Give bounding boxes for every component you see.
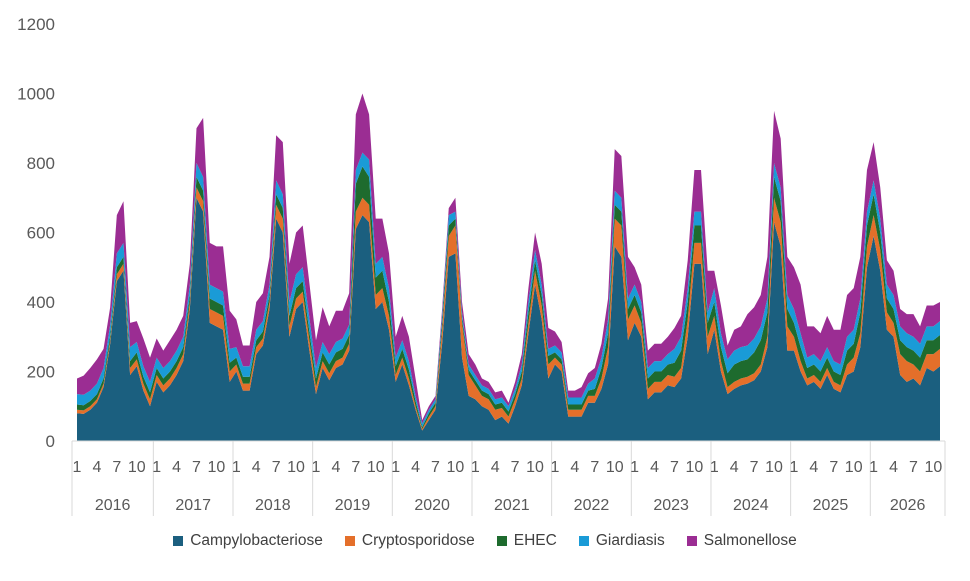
- x-month-tick-label: 4: [331, 459, 340, 476]
- x-month-tick-label: 7: [670, 459, 679, 476]
- x-month-tick-label: 4: [730, 459, 739, 476]
- x-month-tick-label: 7: [112, 459, 121, 476]
- x-month-tick-label: 1: [152, 459, 161, 476]
- x-month-tick-label: 7: [829, 459, 838, 476]
- x-year-label: 2026: [890, 497, 926, 514]
- legend-item: Salmonellose: [686, 532, 797, 550]
- x-month-tick-label: 1: [630, 459, 639, 476]
- legend-swatch: [686, 536, 697, 546]
- x-month-tick-label: 4: [570, 459, 579, 476]
- x-month-tick-label: 1: [790, 459, 799, 476]
- x-year-label: 2021: [494, 497, 530, 514]
- x-month-tick-label: 1: [551, 459, 560, 476]
- x-year-label: 2022: [574, 497, 610, 514]
- legend-label: Cryptosporidose: [361, 532, 475, 549]
- x-month-tick-label: 4: [491, 459, 500, 476]
- x-month-tick-label: 1: [73, 459, 82, 476]
- x-month-tick-label: 4: [411, 459, 420, 476]
- x-year-label: 2019: [335, 497, 371, 514]
- x-month-tick-label: 10: [765, 459, 783, 476]
- areas-layer: [77, 93, 940, 441]
- x-month-tick-label: 10: [128, 459, 146, 476]
- x-month-tick-label: 7: [909, 459, 918, 476]
- x-month-tick-label: 1: [391, 459, 400, 476]
- x-month-tick-label: 10: [685, 459, 703, 476]
- legend-label: Campylobacteriose: [190, 532, 323, 549]
- x-month-tick-label: 10: [845, 459, 863, 476]
- x-year-label: 2016: [95, 497, 131, 514]
- legend-swatch: [344, 536, 355, 546]
- legend-item: Cryptosporidose: [344, 532, 475, 550]
- x-month-tick-label: 7: [351, 459, 360, 476]
- x-year-label: 2017: [175, 497, 211, 514]
- y-tick-label: 1200: [17, 15, 55, 34]
- y-tick-label: 800: [27, 154, 55, 173]
- x-month-tick-label: 7: [431, 459, 440, 476]
- x-year-label: 2024: [733, 497, 769, 514]
- x-year-label: 2025: [813, 497, 849, 514]
- legend-label: Salmonellose: [703, 532, 797, 549]
- x-month-tick-label: 10: [287, 459, 305, 476]
- legend-item: Giardiasis: [578, 532, 665, 550]
- x-month-tick-label: 4: [92, 459, 101, 476]
- legend-item: Campylobacteriose: [173, 532, 323, 550]
- x-month-tick-label: 10: [446, 459, 464, 476]
- x-month-tick-label: 10: [526, 459, 544, 476]
- axes-layer: [71, 440, 946, 516]
- y-tick-label: 600: [27, 224, 55, 243]
- x-month-tick-label: 10: [924, 459, 942, 476]
- x-month-tick-label: 1: [710, 459, 719, 476]
- legend-swatch: [578, 536, 589, 546]
- area-series-salmonellose: [77, 93, 940, 424]
- area-series-giardiasis: [77, 152, 940, 428]
- x-month-tick-label: 7: [750, 459, 759, 476]
- x-month-tick-label: 4: [252, 459, 261, 476]
- legend-swatch: [496, 536, 507, 546]
- x-month-tick-label: 1: [471, 459, 480, 476]
- legend-swatch: [173, 536, 184, 546]
- x-month-tick-label: 4: [889, 459, 898, 476]
- legend: Campylobacteriose Cryptosporidose EHEC Giar…: [0, 532, 970, 551]
- x-month-tick-label: 4: [172, 459, 181, 476]
- x-year-label: 2018: [255, 497, 291, 514]
- y-tick-label: 400: [27, 293, 55, 312]
- x-month-tick-label: 7: [192, 459, 201, 476]
- y-tick-label: 200: [27, 363, 55, 382]
- legend-label: EHEC: [513, 532, 557, 549]
- x-month-tick-label: 4: [809, 459, 818, 476]
- x-year-label: 2020: [414, 497, 450, 514]
- x-month-tick-label: 7: [511, 459, 520, 476]
- area-series-campylobacteriose: [77, 197, 940, 441]
- x-month-tick-label: 1: [869, 459, 878, 476]
- x-year-label: 2023: [653, 497, 689, 514]
- x-month-tick-label: 1: [312, 459, 321, 476]
- x-month-tick-label: 10: [367, 459, 385, 476]
- x-month-tick-label: 7: [272, 459, 281, 476]
- x-month-tick-label: 10: [606, 459, 624, 476]
- legend-item: EHEC: [496, 532, 557, 550]
- x-month-tick-label: 10: [208, 459, 226, 476]
- x-month-tick-label: 1: [232, 459, 241, 476]
- x-month-tick-label: 4: [650, 459, 659, 476]
- legend-label: Giardiasis: [595, 532, 665, 549]
- x-month-tick-label: 7: [590, 459, 599, 476]
- y-tick-label: 0: [46, 432, 55, 451]
- y-tick-label: 1000: [17, 85, 55, 104]
- area-series-ehec: [77, 166, 940, 429]
